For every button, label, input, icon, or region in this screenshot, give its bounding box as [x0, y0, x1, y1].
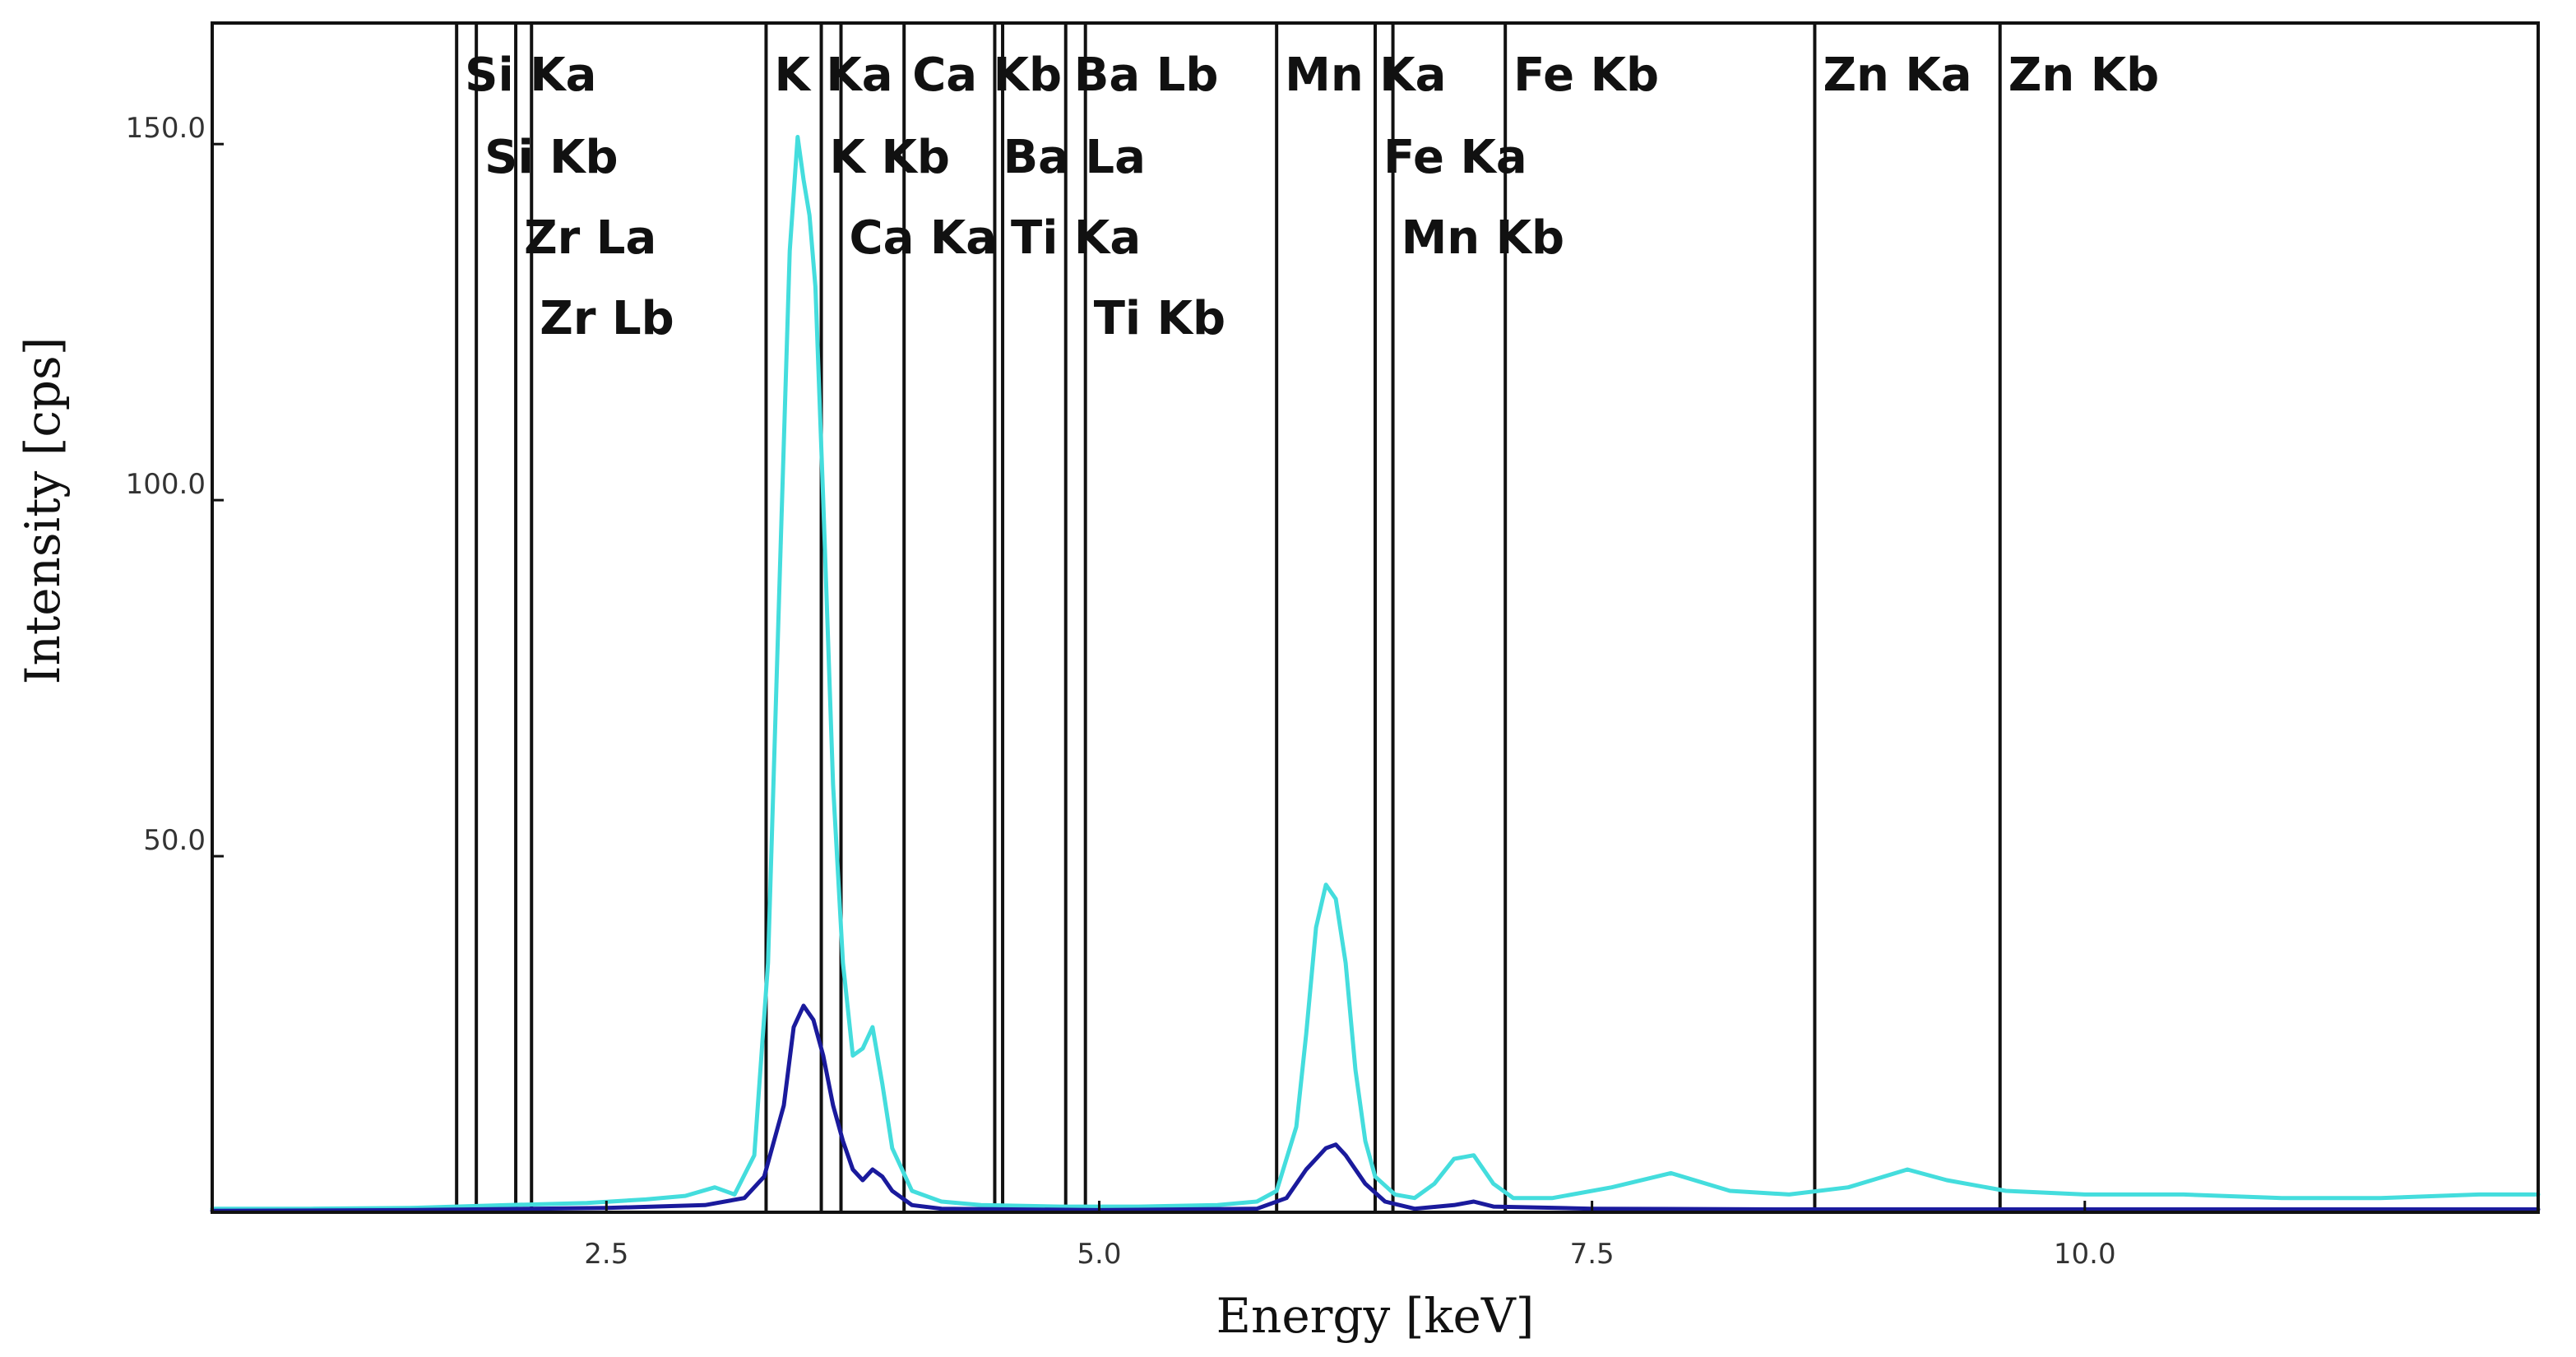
x-axis-title: Energy [keV]	[1216, 1288, 1535, 1344]
x-tick-label: 2.5	[584, 1238, 628, 1271]
series-line-2	[210, 1003, 2541, 1213]
peak-marker-label: Si Kb	[484, 131, 619, 184]
axis-ticks: 2.5 5.0 7.5 10.0 50.0 100.0 150.0	[126, 112, 2116, 1271]
spectrum-series	[210, 135, 2541, 1213]
peak-marker-label: Zr Lb	[540, 292, 674, 345]
peak-marker-label: Ba Lb	[1074, 49, 1219, 102]
peak-marker-label: Ti Ka	[1011, 211, 1141, 265]
peak-marker-label: Zn Kb	[2008, 49, 2159, 102]
peak-marker-label: Mn Ka	[1285, 49, 1446, 102]
y-tick-label: 150.0	[126, 112, 206, 145]
peak-marker-label: Ca Kb	[912, 49, 1062, 102]
peak-marker-lines	[455, 23, 2002, 1212]
plot-frame	[211, 21, 2540, 1214]
peak-marker-label: K Ka	[774, 49, 892, 102]
peak-marker-label: Zr La	[524, 211, 656, 265]
x-tick-label: 7.5	[1570, 1238, 1615, 1271]
y-tick-label: 50.0	[143, 824, 206, 857]
peak-marker-label: Si Ka	[465, 49, 596, 102]
y-axis-title: Intensity [cps]	[15, 337, 71, 685]
peak-marker-label: Fe Ka	[1383, 131, 1527, 184]
peak-marker-label: Ba La	[1003, 131, 1145, 184]
peak-marker-label: Ca Ka	[850, 211, 998, 265]
peak-marker-label: K Kb	[830, 131, 950, 184]
peak-marker-label: Zn Ka	[1823, 49, 1971, 102]
peak-marker-label: Ti Kb	[1094, 292, 1225, 345]
peak-marker-label: Mn Kb	[1402, 211, 1565, 265]
x-tick-label: 5.0	[1077, 1238, 1121, 1271]
peak-marker-label: Fe Kb	[1513, 49, 1659, 102]
series-line-1	[210, 135, 2541, 1211]
x-tick-label: 10.0	[2054, 1238, 2116, 1271]
y-tick-label: 100.0	[126, 468, 206, 501]
